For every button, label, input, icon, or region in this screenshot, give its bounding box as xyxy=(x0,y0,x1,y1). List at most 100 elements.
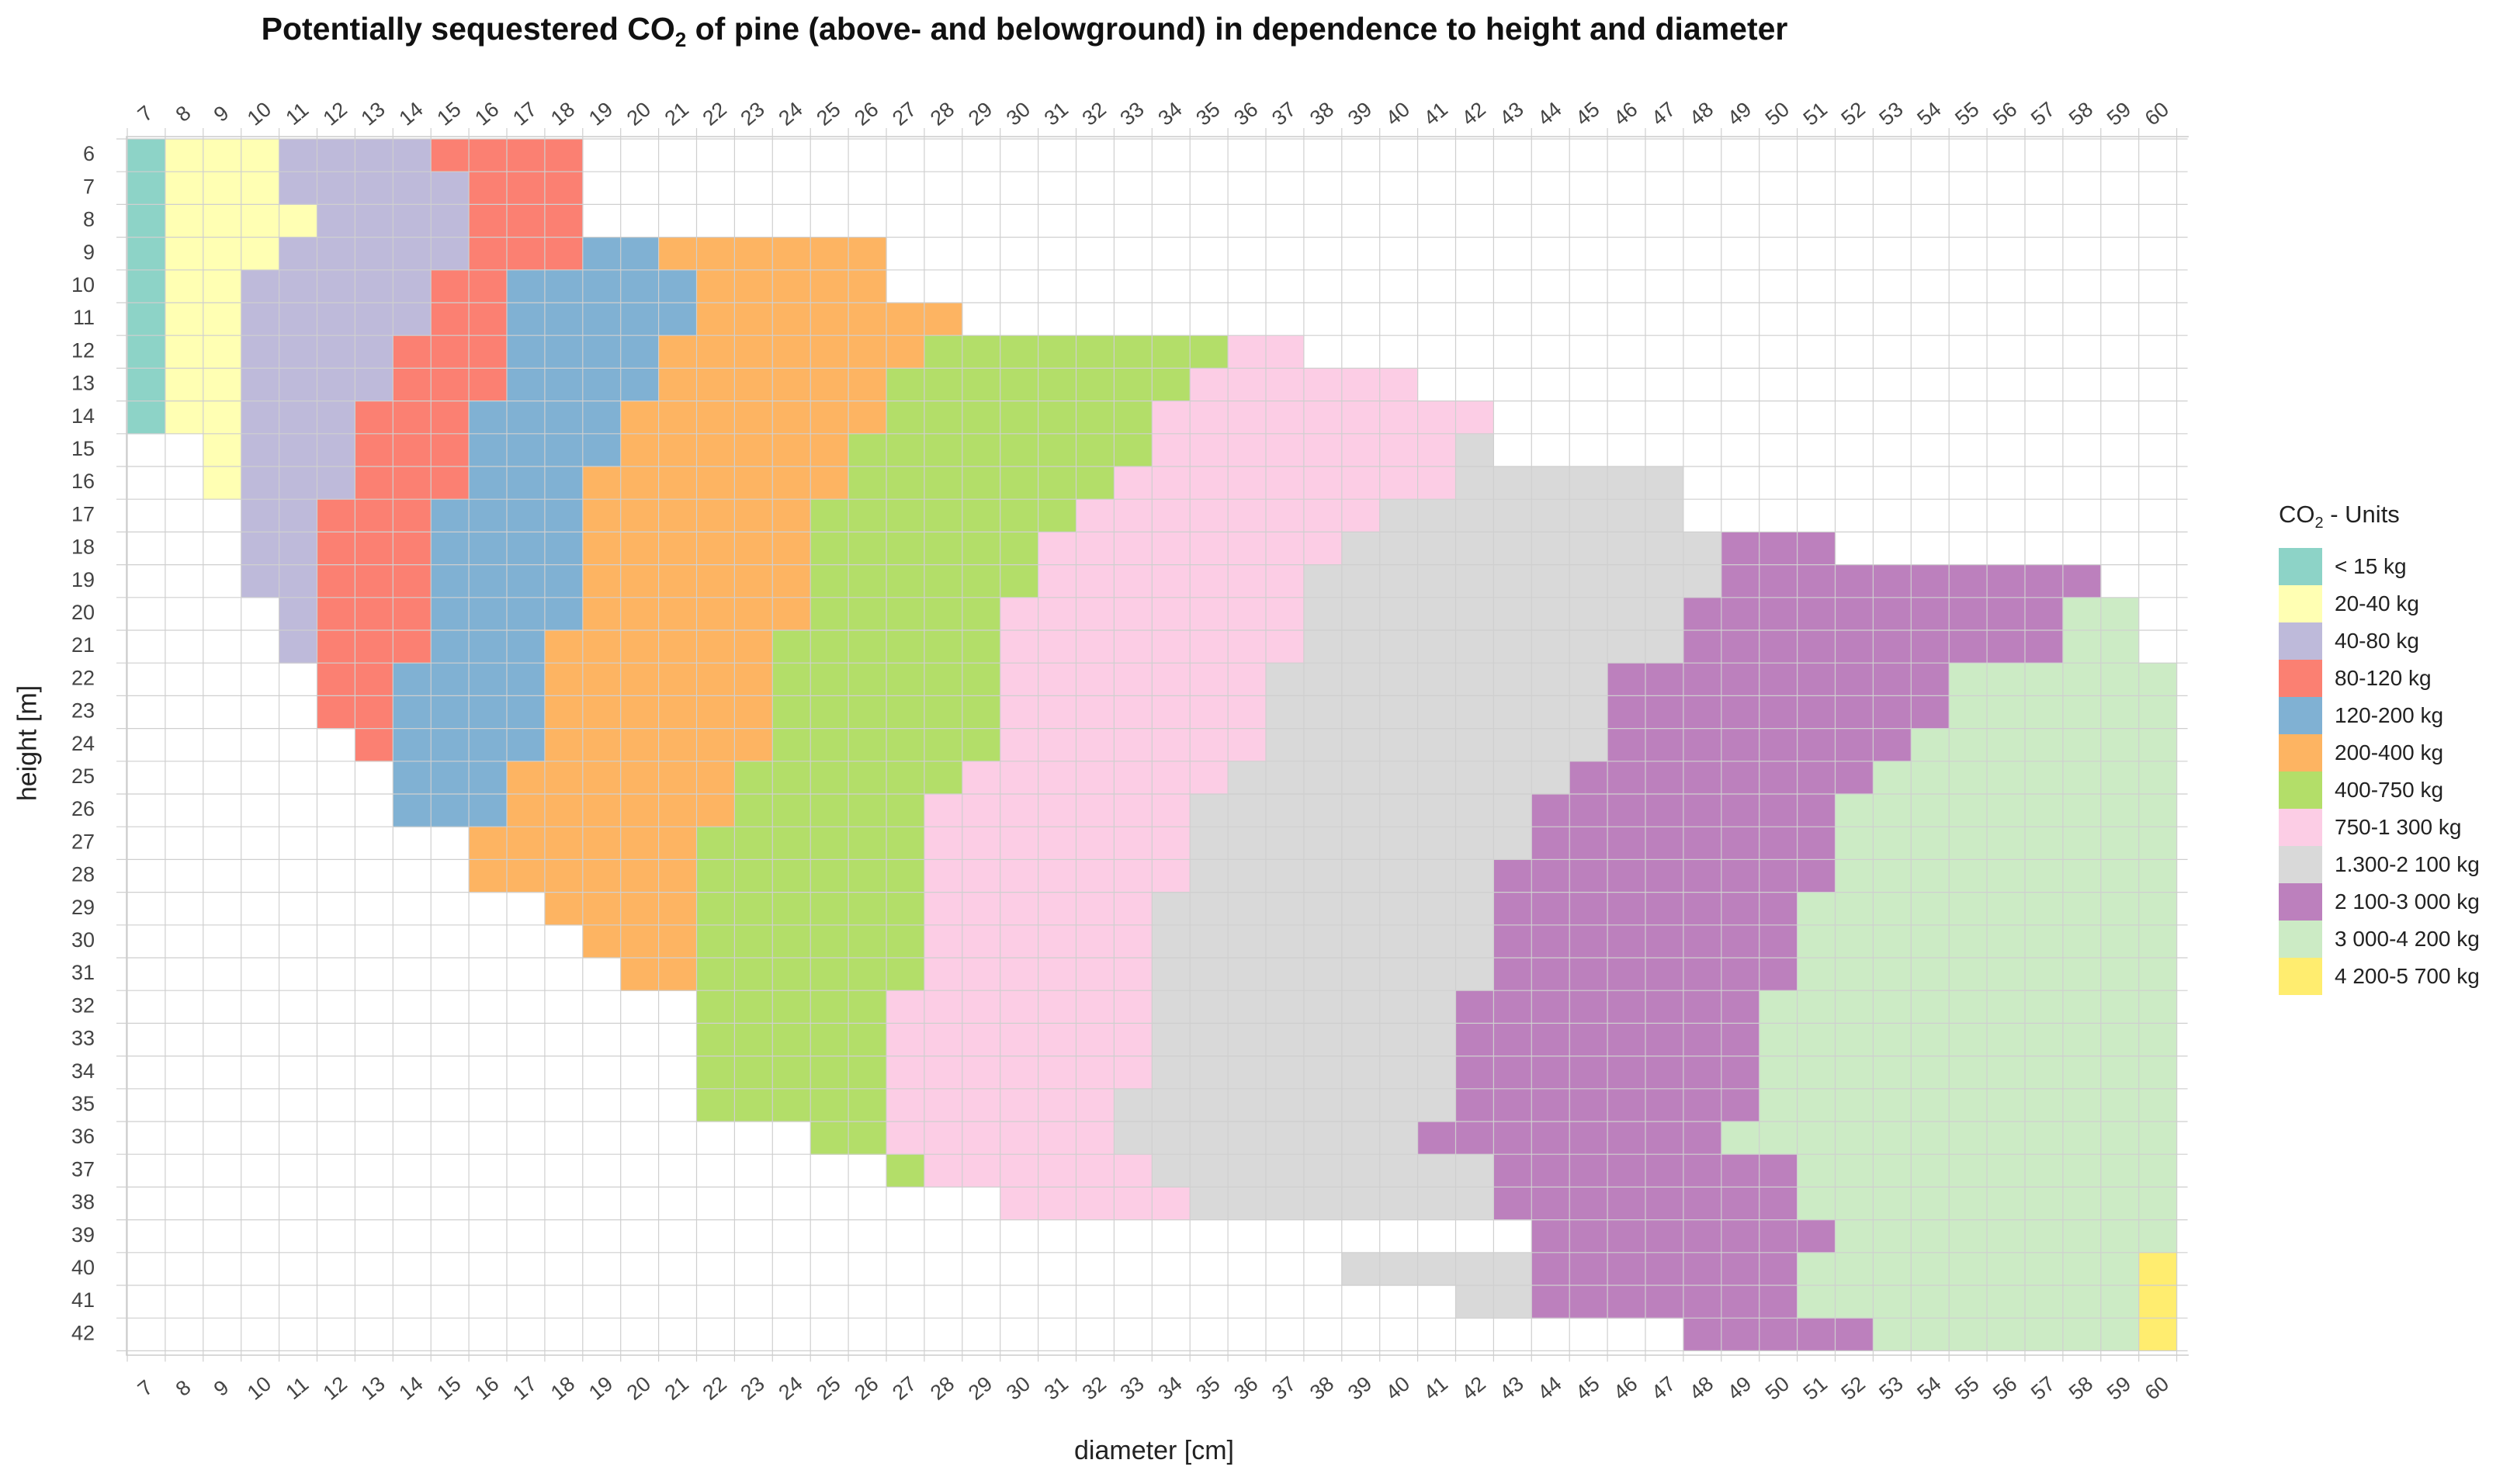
heatmap-cell xyxy=(734,335,773,369)
heatmap-cell xyxy=(2062,1318,2102,1351)
heatmap-cell xyxy=(544,564,584,598)
heatmap-cell xyxy=(1417,433,1457,467)
heatmap-cell xyxy=(1266,990,1305,1024)
heatmap-cell xyxy=(1038,695,1077,730)
heatmap-cell xyxy=(393,400,432,435)
x-tick-label-bottom: 9 xyxy=(210,1375,234,1401)
heatmap-cell xyxy=(582,924,622,959)
heatmap-cell xyxy=(355,728,393,762)
heatmap-cell xyxy=(393,499,432,532)
heatmap-cell xyxy=(886,827,925,860)
heatmap-cell xyxy=(1645,1154,1684,1188)
heatmap-cell xyxy=(772,368,811,402)
x-tick-label-bottom: 12 xyxy=(319,1371,352,1404)
heatmap-cell xyxy=(1076,1023,1115,1057)
heatmap-cell xyxy=(1645,924,1684,959)
x-tick-label-top: 57 xyxy=(2026,97,2059,130)
heatmap-cell xyxy=(1797,859,1836,893)
heatmap-cell xyxy=(1228,1187,1267,1221)
x-tick-label-top: 8 xyxy=(172,101,196,127)
x-tick-label-bottom: 52 xyxy=(1837,1371,1870,1404)
heatmap-cell xyxy=(1303,827,1343,860)
heatmap-cell xyxy=(1038,958,1077,991)
heatmap-cell xyxy=(924,335,963,369)
heatmap-cell xyxy=(317,663,355,696)
heatmap-cell xyxy=(1721,827,1760,860)
heatmap-cell xyxy=(1531,1088,1570,1122)
heatmap-cell xyxy=(1190,924,1229,959)
heatmap-cell xyxy=(1911,827,1950,860)
heatmap-cell xyxy=(1683,1154,1722,1188)
heatmap-cell xyxy=(1000,597,1039,631)
heatmap-cell xyxy=(924,924,963,959)
legend-label: 3 000-4 200 kg xyxy=(2335,927,2480,952)
heatmap-cell xyxy=(355,597,393,631)
heatmap-cell xyxy=(1531,499,1570,532)
heatmap-cell xyxy=(1531,466,1570,500)
heatmap-cell xyxy=(1987,564,2026,598)
heatmap-cell xyxy=(924,597,963,631)
heatmap-cell xyxy=(734,1056,773,1090)
heatmap-cell xyxy=(696,532,735,566)
heatmap-cell xyxy=(924,892,963,926)
heatmap-cell xyxy=(1683,1023,1722,1057)
heatmap-cell xyxy=(1531,1056,1570,1090)
heatmap-cell xyxy=(1797,564,1836,598)
heatmap-cell xyxy=(544,466,584,500)
heatmap-cell xyxy=(1987,892,2026,926)
heatmap-cell xyxy=(1152,794,1191,827)
x-tick-label-bottom: 31 xyxy=(1040,1371,1073,1404)
heatmap-cell xyxy=(2100,1023,2140,1057)
x-tick-label-bottom: 18 xyxy=(546,1371,579,1404)
heatmap-cell xyxy=(1987,597,2026,631)
heatmap-cell xyxy=(1987,1187,2026,1221)
y-tick-label-left: 39 xyxy=(71,1223,95,1246)
legend-item: 400-750 kg xyxy=(2279,771,2512,810)
x-tick-label-bottom: 50 xyxy=(1761,1371,1794,1404)
heatmap-cell xyxy=(507,597,546,631)
heatmap-cell xyxy=(1493,1252,1532,1286)
heatmap-cell xyxy=(962,335,1001,369)
y-tick-label-left: 15 xyxy=(71,437,95,460)
heatmap-cell xyxy=(1987,1122,2026,1155)
x-tick-label-top: 25 xyxy=(812,97,844,130)
heatmap-cell xyxy=(2138,1023,2178,1057)
heatmap-cell xyxy=(1607,597,1646,631)
heatmap-cell xyxy=(1341,728,1381,762)
heatmap-cell xyxy=(1000,859,1039,893)
heatmap-cell xyxy=(772,597,811,631)
heatmap-cell xyxy=(1987,1252,2026,1286)
heatmap-cell xyxy=(393,303,432,336)
heatmap-cell xyxy=(1797,695,1836,730)
heatmap-cell xyxy=(886,794,925,827)
heatmap-cell xyxy=(1266,564,1305,598)
x-tick-label-top: 46 xyxy=(1609,97,1642,130)
heatmap-cell xyxy=(1000,1088,1039,1122)
heatmap-cell xyxy=(2062,892,2102,926)
heatmap-cell xyxy=(1228,597,1267,631)
x-tick-label-top: 55 xyxy=(1950,97,1983,130)
x-tick-label-top: 26 xyxy=(850,97,882,130)
heatmap-cell xyxy=(1493,532,1532,566)
heatmap-cell xyxy=(1531,1219,1570,1253)
legend-item: 40-80 kg xyxy=(2279,622,2512,661)
heatmap-cell xyxy=(1000,827,1039,860)
heatmap-cell xyxy=(2100,892,2140,926)
heatmap-cell xyxy=(1076,827,1115,860)
x-tick-label-top: 22 xyxy=(699,97,731,130)
heatmap-cell xyxy=(1911,564,1950,598)
heatmap-cell xyxy=(1114,892,1153,926)
legend-title: CO2 - Units xyxy=(2279,501,2400,532)
heatmap-cell xyxy=(2138,924,2178,959)
heatmap-cell xyxy=(620,400,660,435)
heatmap-cell xyxy=(582,663,622,696)
heatmap-cell xyxy=(355,237,393,271)
y-tick-label-left: 32 xyxy=(71,993,95,1017)
heatmap-cell xyxy=(696,630,735,664)
legend-label: 750-1 300 kg xyxy=(2335,815,2462,840)
heatmap-cell xyxy=(1493,1285,1532,1319)
heatmap-cell xyxy=(1076,499,1115,532)
heatmap-cell xyxy=(1759,1122,1798,1155)
heatmap-cell xyxy=(1949,597,1988,631)
heatmap-cell xyxy=(658,466,698,500)
